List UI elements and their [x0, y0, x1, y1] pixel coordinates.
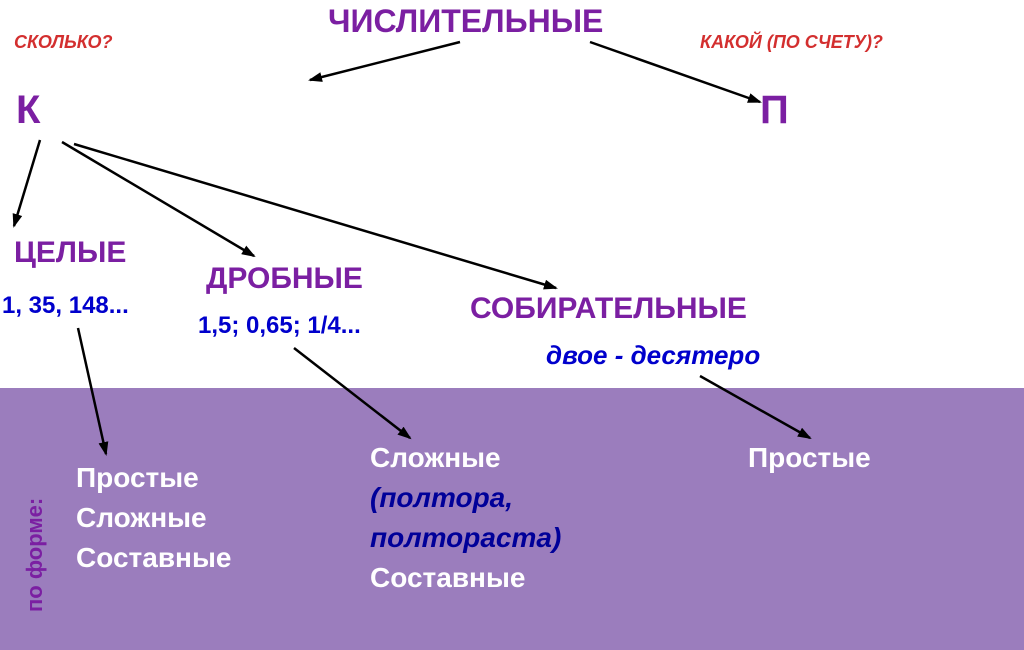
letter-k: К	[16, 88, 40, 133]
title: ЧИСЛИТЕЛЬНЫЕ	[328, 3, 603, 40]
question-right: КАКОЙ (ПО СЧЕТУ)?	[700, 32, 883, 53]
example-sobirat: двое - десятеро	[546, 340, 760, 371]
example-drobnye: 1,5; 0,65; 1/4...	[198, 312, 361, 340]
form-col2-1: (полтора,	[370, 482, 513, 514]
form-col1-2: Составные	[76, 542, 231, 574]
form-col1-0: Простые	[76, 462, 199, 494]
side-label: по форме:	[22, 498, 48, 612]
group-drobnye: ДРОБНЫЕ	[206, 262, 363, 296]
form-col1-1: Сложные	[76, 502, 207, 534]
form-col2-2: полтораста)	[370, 522, 561, 554]
arrow-0	[310, 42, 460, 80]
form-col2-3: Составные	[370, 562, 525, 594]
arrow-2	[14, 140, 40, 226]
form-col2-0: Сложные	[370, 442, 501, 474]
letter-p: П	[760, 88, 789, 133]
form-col3-0: Простые	[748, 442, 871, 474]
group-sobirat: СОБИРАТЕЛЬНЫЕ	[470, 292, 747, 326]
example-celye: 1, 35, 148...	[2, 292, 129, 320]
group-celye: ЦЕЛЫЕ	[14, 236, 126, 270]
question-left: СКОЛЬКО?	[14, 32, 113, 53]
